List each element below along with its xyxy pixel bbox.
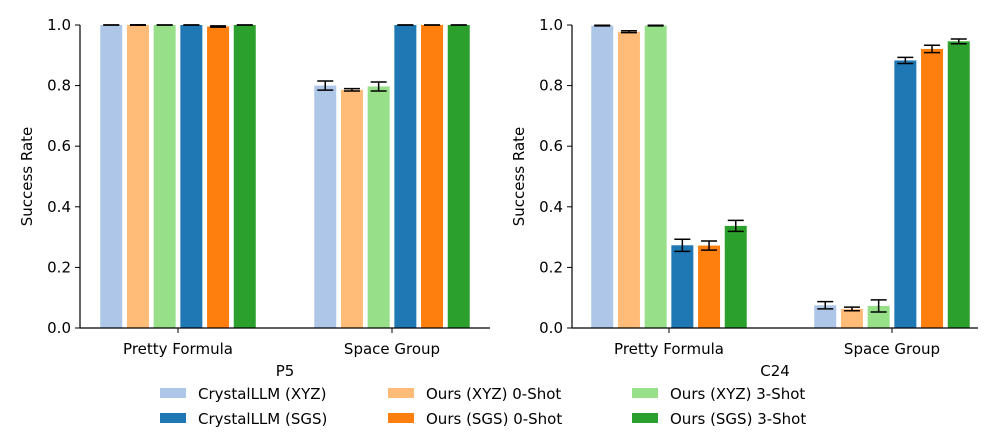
chart-panel-c24: Pretty Formula Space Group 0.0 0.2 0.4 0.6 0.8… — [510, 16, 978, 380]
chart-panel-p5: Pretty Formula Space Group 0.0 0.2 0.4 0.6 0.8… — [18, 16, 490, 380]
legend-swatch — [388, 388, 414, 398]
bar — [671, 245, 694, 328]
y-tick-label: 0.4 — [47, 198, 71, 216]
x-tick-label: Space Group — [844, 340, 940, 358]
x-tick-label: Pretty Formula — [614, 340, 724, 358]
legend-label: Ours (SGS) 3-Shot — [670, 410, 806, 428]
bar — [180, 25, 203, 328]
y-tick-label: 0.6 — [47, 137, 71, 155]
bar — [814, 305, 837, 328]
bar — [126, 25, 149, 328]
y-tick-label: 0.0 — [539, 319, 563, 337]
legend: CrystalLLM (XYZ) CrystalLLM (SGS) Ours (XY… — [160, 385, 806, 428]
y-tick-label: 0.8 — [47, 77, 71, 95]
y-axis-label: Success Rate — [18, 127, 36, 227]
y-axis-label: Success Rate — [510, 127, 528, 227]
legend-swatch — [388, 413, 414, 423]
y-tick-label: 0.4 — [539, 198, 563, 216]
bar — [340, 89, 363, 328]
bar — [100, 25, 123, 328]
bar — [698, 245, 721, 328]
y-tick-label: 1.0 — [539, 16, 563, 34]
bar — [421, 25, 444, 328]
y-tick-label: 0.0 — [47, 319, 71, 337]
bar — [644, 25, 667, 329]
bar — [367, 86, 390, 328]
legend-label: Ours (XYZ) 0-Shot — [426, 385, 561, 403]
legend-swatch — [160, 413, 186, 423]
x-axis-label: P5 — [276, 362, 295, 380]
bar — [207, 26, 230, 328]
bar — [447, 25, 470, 328]
bar — [233, 25, 256, 328]
legend-swatch — [160, 388, 186, 398]
legend-label: CrystalLLM (SGS) — [198, 410, 327, 428]
bar — [894, 60, 917, 329]
bar — [617, 31, 640, 328]
legend-label: Ours (SGS) 0-Shot — [426, 410, 562, 428]
y-tick-label: 0.6 — [539, 137, 563, 155]
legend-label: CrystalLLM (XYZ) — [198, 385, 326, 403]
legend-swatch — [632, 413, 658, 423]
bar — [591, 25, 614, 329]
bar — [840, 308, 863, 328]
x-axis-label: C24 — [760, 362, 790, 380]
y-tick-label: 0.2 — [539, 258, 563, 276]
x-tick-label: Pretty Formula — [123, 340, 233, 358]
bar — [947, 41, 970, 328]
bar — [314, 85, 337, 328]
x-tick-label: Space Group — [344, 340, 440, 358]
bar — [394, 25, 417, 328]
y-tick-label: 0.2 — [47, 258, 71, 276]
y-tick-label: 0.8 — [539, 77, 563, 95]
legend-swatch — [632, 388, 658, 398]
bar — [724, 225, 747, 328]
bar — [153, 25, 176, 328]
legend-label: Ours (XYZ) 3-Shot — [670, 385, 805, 403]
bar — [921, 48, 944, 328]
y-tick-label: 1.0 — [47, 16, 71, 34]
